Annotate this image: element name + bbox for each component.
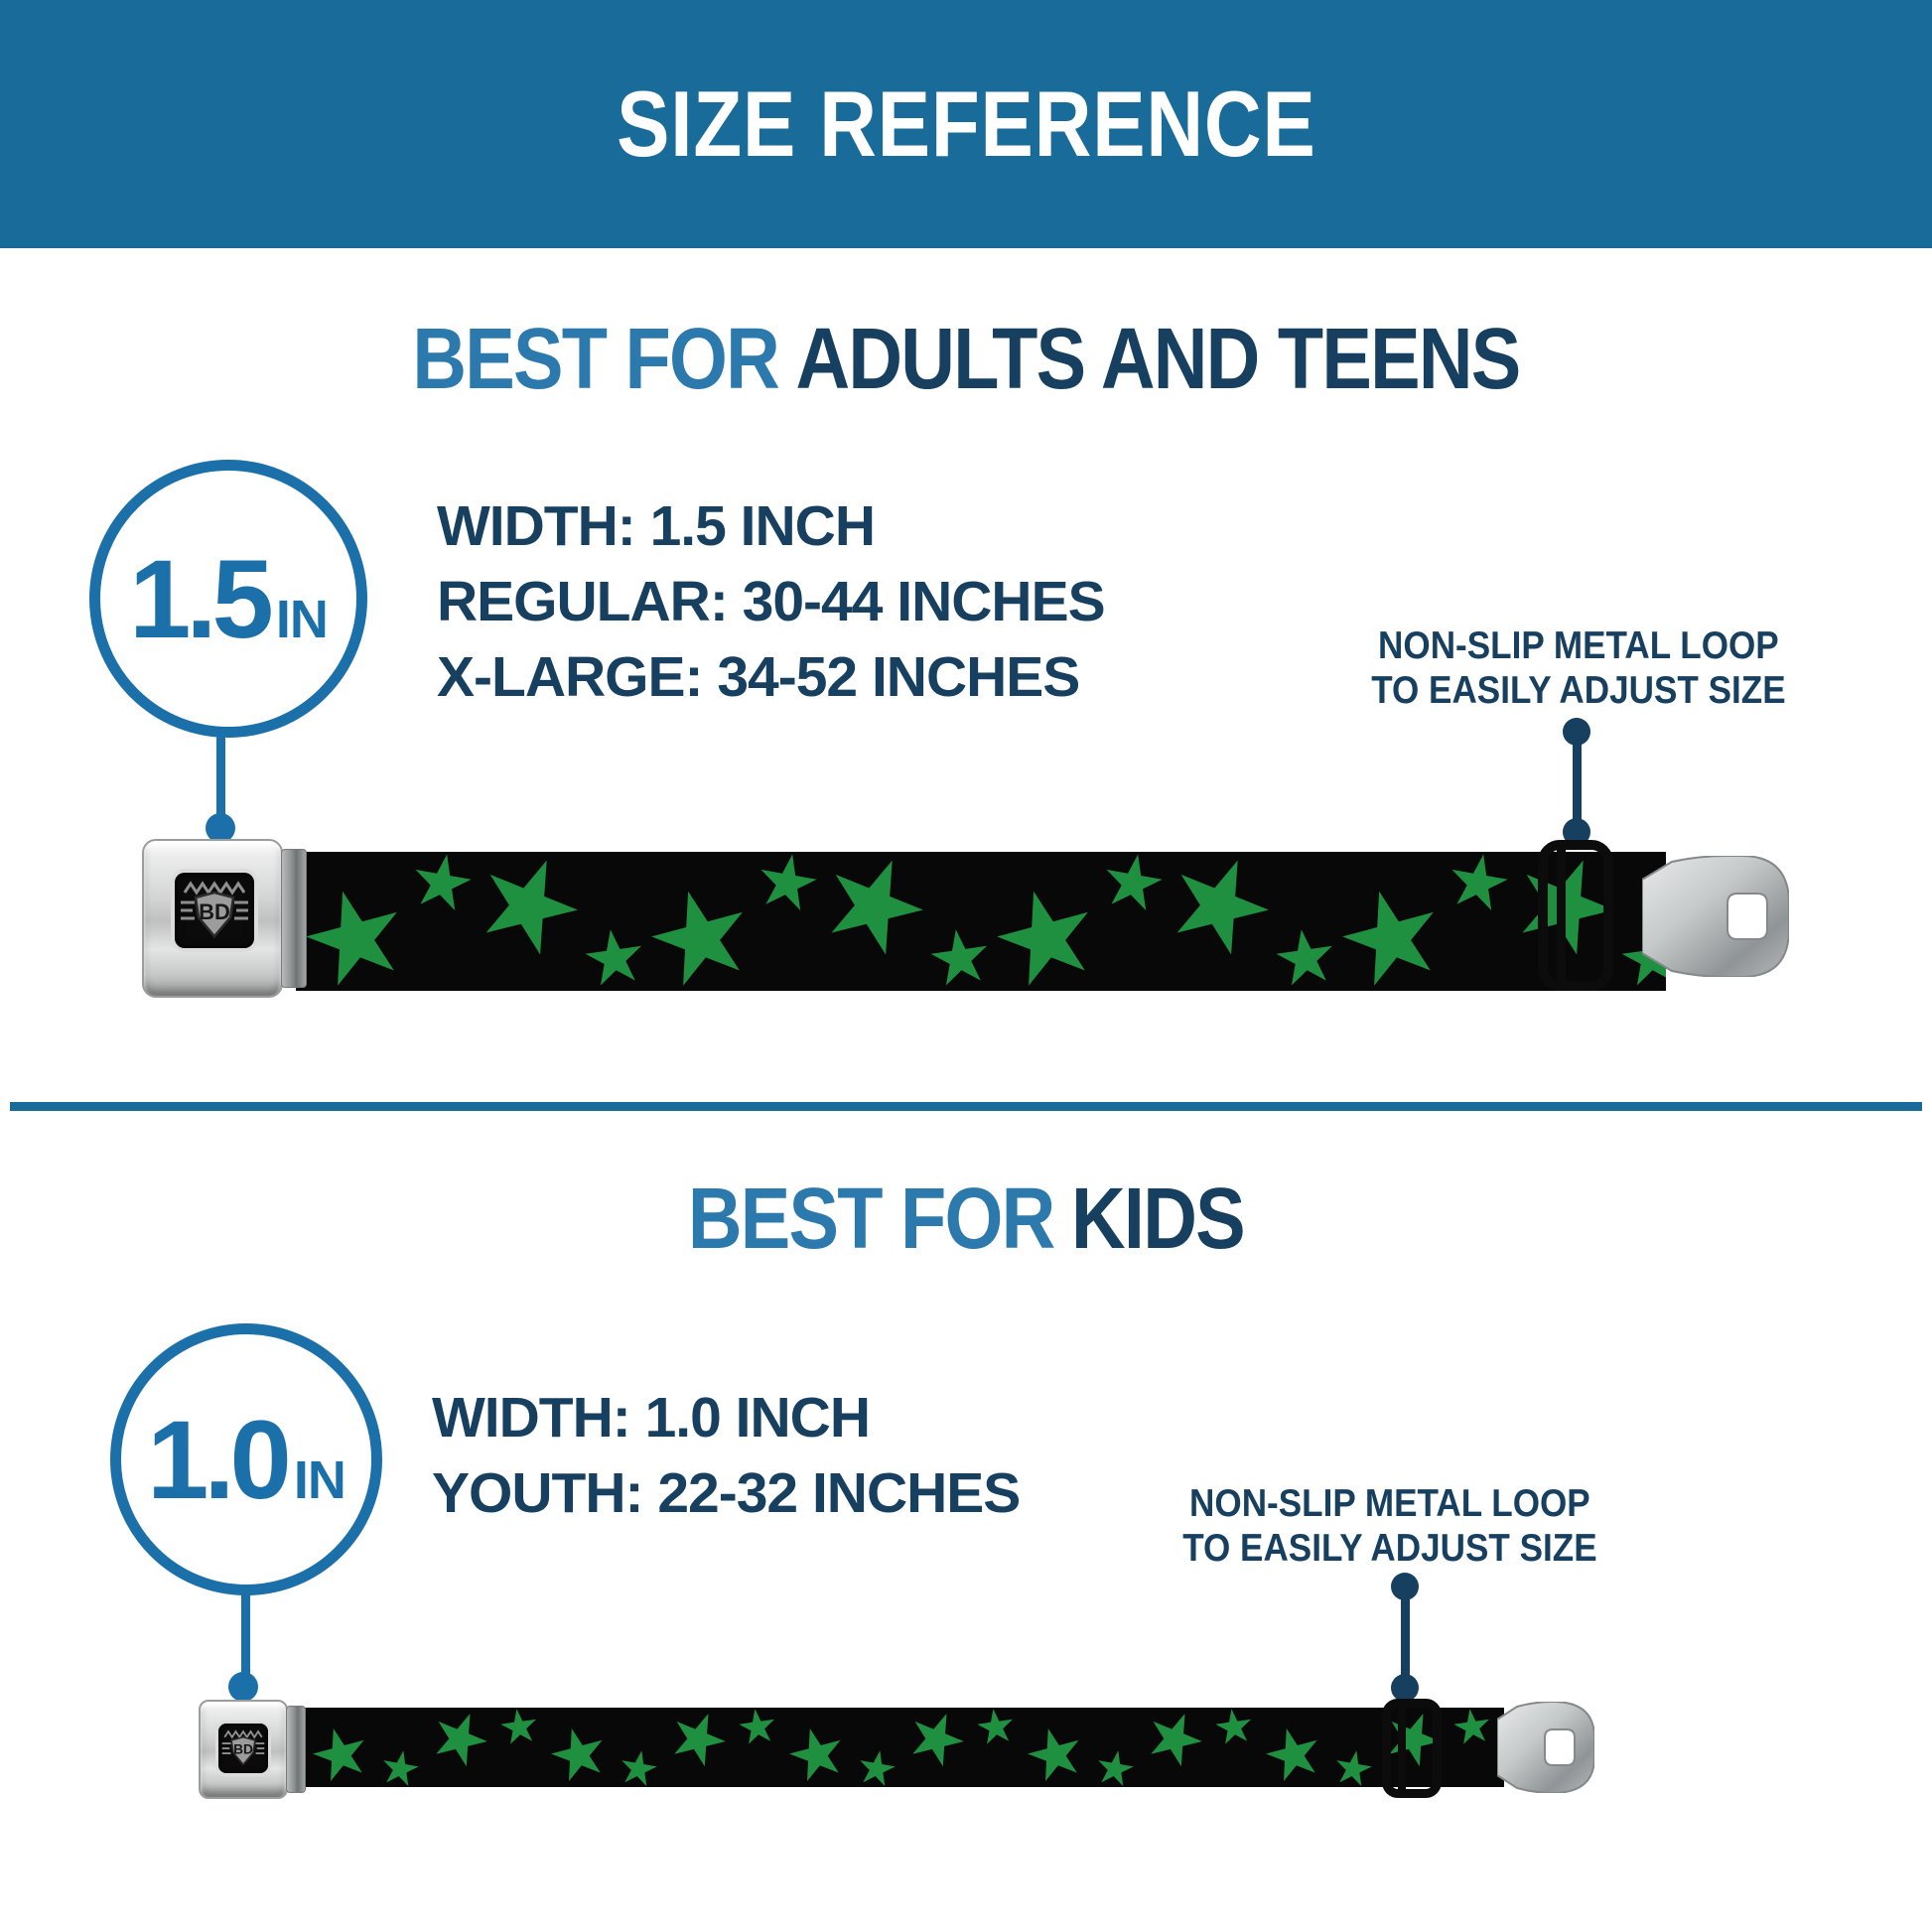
spec-width: WIDTH: 1.5 INCH	[437, 494, 876, 558]
callout-leader-dot-bottom	[1391, 1674, 1419, 1702]
callout-kids-line2: TO EASILY ADJUST SIZE	[1182, 1527, 1597, 1570]
width-value: 1.0	[147, 1397, 292, 1522]
spec-xlarge: X-LARGE: 34-52 INCHES	[437, 645, 1080, 709]
specs-kids: WIDTH: 1.0 INCH YOUTH: 22-32 INCHES	[432, 1380, 1021, 1531]
callout-adults: NON-SLIP METAL LOOP TO EASILY ADJUST SIZ…	[1320, 623, 1837, 713]
star-pattern	[306, 854, 1666, 986]
width-badge-1-5in: 1.5 IN	[89, 460, 367, 738]
buckle-slot	[281, 849, 307, 988]
page-title: SIZE REFERENCE	[0, 0, 1932, 248]
header-banner: SIZE REFERENCE	[0, 0, 1932, 248]
badge-leader-dot	[228, 1672, 258, 1702]
badge-leader-line	[216, 735, 225, 820]
callout-kids: NON-SLIP METAL LOOP TO EASILY ADJUST SIZ…	[1132, 1481, 1648, 1571]
seatbelt-buckle-kids: BD	[199, 1700, 306, 1799]
width-badge-1-5in-label: 1.5 IN	[129, 535, 329, 663]
brand-logo-text: BD	[233, 1742, 253, 1757]
star-pattern	[313, 1709, 1490, 1787]
width-badge-1-0in-label: 1.0 IN	[147, 1396, 346, 1524]
section-kids-heading-prefix: BEST FOR	[687, 1171, 1055, 1267]
section-adults-heading-main: ADULTS AND TEENS	[795, 311, 1522, 407]
section-divider	[10, 1102, 1922, 1111]
width-badge-1-0in: 1.0 IN	[110, 1323, 382, 1595]
width-unit: IN	[293, 1449, 346, 1510]
width-unit: IN	[275, 589, 329, 649]
section-adults-heading: BEST FOR ADULTS AND TEENS	[0, 310, 1932, 409]
callout-kids-line1: NON-SLIP METAL LOOP	[1189, 1482, 1590, 1525]
buckle-logo-panel: BD	[175, 873, 254, 948]
callout-adults-line2: TO EASILY ADJUST SIZE	[1371, 669, 1786, 712]
badge-leader-dot	[206, 813, 235, 843]
width-value: 1.5	[129, 536, 274, 661]
spec-regular: REGULAR: 30-44 INCHES	[437, 570, 1106, 633]
belt-strap-adults	[296, 852, 1666, 991]
spec-width: WIDTH: 1.0 INCH	[432, 1386, 871, 1449]
callout-adults-line1: NON-SLIP METAL LOOP	[1378, 624, 1779, 667]
callout-leader-line	[1401, 1592, 1410, 1684]
belt-strap-kids	[301, 1708, 1504, 1787]
buckle-logo-panel: BD	[218, 1724, 268, 1773]
callout-leader-line	[1573, 739, 1582, 826]
belt-tongue-adults	[1642, 856, 1789, 977]
brand-logo-icon: BD	[221, 1729, 265, 1766]
page-title-text: SIZE REFERENCE	[616, 71, 1316, 176]
section-kids-heading: BEST FOR KIDS	[0, 1170, 1932, 1269]
seatbelt-buckle-adults: BD	[142, 839, 307, 998]
badge-leader-line	[241, 1590, 250, 1680]
buckle-slot	[286, 1706, 306, 1793]
specs-adults: WIDTH: 1.5 INCH REGULAR: 30-44 INCHES X-…	[437, 488, 1106, 715]
brand-logo-text: BD	[199, 899, 230, 924]
spec-youth: YOUTH: 22-32 INCHES	[432, 1461, 1021, 1525]
adjustment-loop-adults	[1538, 840, 1613, 991]
adjustment-loop-kids	[1382, 1699, 1442, 1798]
brand-logo-icon: BD	[181, 881, 248, 938]
belt-tongue-kids	[1497, 1702, 1594, 1793]
section-adults-heading-prefix: BEST FOR	[412, 311, 779, 407]
section-kids-heading-main: KIDS	[1071, 1171, 1246, 1267]
